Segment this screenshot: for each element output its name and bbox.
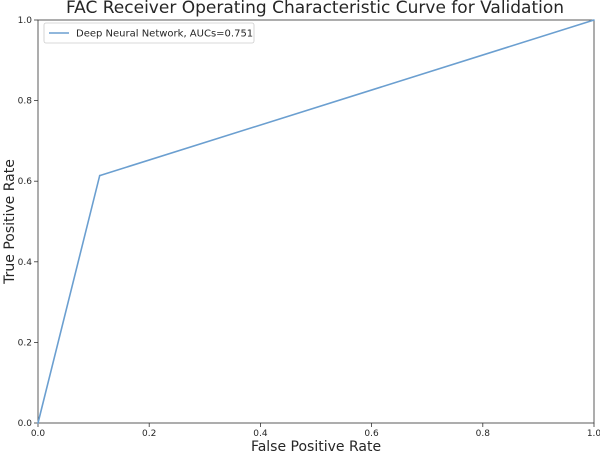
y-axis-ticks: 0.0 0.2 0.4 0.6 0.8 1.0 [18, 16, 38, 429]
x-axis-label: False Positive Rate [251, 439, 381, 452]
legend-box [43, 22, 255, 44]
y-tick-label: 0.4 [18, 258, 33, 268]
y-tick-label: 0.2 [18, 338, 32, 348]
x-tick-label: 0.2 [142, 429, 156, 439]
roc-data-point [98, 174, 101, 177]
x-tick-label: 0.8 [476, 429, 491, 439]
x-tick-label: 1.0 [587, 429, 600, 439]
x-axis-ticks: 0.0 0.2 0.4 0.6 0.8 1.0 [31, 423, 600, 439]
roc-data-point [37, 422, 39, 424]
legend-entry-label: Deep Neural Network, AUCs=0.751 [76, 29, 253, 40]
x-tick-label: 0.6 [364, 429, 379, 439]
roc-series-line [37, 19, 595, 424]
y-axis-label: True Positive Rate [2, 159, 18, 285]
series-layer [37, 19, 595, 424]
x-tick-label: 0.0 [31, 429, 46, 439]
roc-data-point [593, 19, 595, 21]
plot-area [37, 19, 595, 424]
chart-title: FAC Receiver Operating Characteristic Cu… [66, 0, 564, 18]
y-tick-label: 0.8 [18, 97, 33, 107]
legend: Deep Neural Network, AUCs=0.751 [43, 22, 255, 44]
plot-frame [37, 19, 595, 424]
y-tick-label: 1.0 [18, 16, 33, 26]
y-tick-label: 0.0 [18, 419, 33, 429]
y-tick-label: 0.6 [18, 177, 33, 187]
x-tick-label: 0.4 [253, 429, 268, 439]
